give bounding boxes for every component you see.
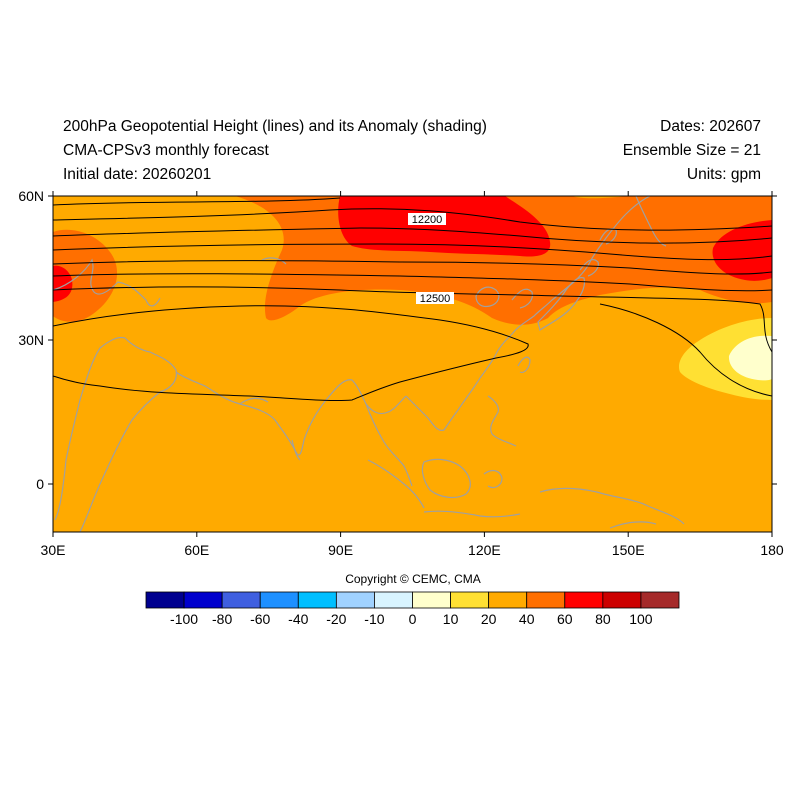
copyright-notice: Copyright © CEMC, CMA: [345, 572, 481, 586]
anomaly-band-10-20: [678, 318, 772, 400]
coastline-path: [367, 459, 425, 509]
colorbar-swatch: [183, 591, 223, 609]
contour-line: [53, 273, 772, 292]
coastline-path: [239, 397, 269, 405]
coastline-path: [539, 487, 685, 525]
contour-label-12200: 12200: [412, 214, 443, 226]
initial-date: Initial date: 20260201: [63, 166, 212, 183]
contour-line: [53, 305, 529, 402]
colorbar-swatch: [221, 591, 261, 609]
colorbar-label: -80: [212, 611, 232, 627]
colorbar-label: -10: [364, 611, 384, 627]
anomaly-band-20-40: [572, 196, 630, 199]
colorbar-label: -40: [288, 611, 308, 627]
colorbar-swatch: [526, 591, 566, 609]
coastline-path: [599, 228, 617, 245]
ensemble-size: Ensemble Size = 21: [622, 142, 761, 159]
colorbar-label: -60: [250, 611, 270, 627]
coastline-path: [303, 379, 407, 441]
anomaly-band-60-80: [712, 220, 772, 281]
coastline-path: [261, 257, 287, 265]
anomaly-band-60-80: [338, 196, 551, 257]
contour-line: [53, 208, 772, 231]
coastline-path: [423, 510, 521, 518]
colorbar-label: -20: [326, 611, 346, 627]
lon-tick-label: 60E: [184, 542, 209, 558]
contour-label-12500: 12500: [420, 293, 451, 305]
lon-tick-label: 90E: [328, 542, 353, 558]
colorbar-swatch: [259, 591, 299, 609]
lat-tick-label: 0: [36, 476, 44, 492]
anomaly-band-60-80: [53, 265, 73, 302]
units-label: Units: gpm: [686, 166, 761, 183]
lon-tick-label: 30E: [41, 542, 66, 558]
coastline-path: [511, 288, 533, 309]
coastline-path: [579, 258, 599, 277]
coastline-path: [487, 395, 517, 447]
contour-label-box: [408, 213, 446, 225]
colorbar-label: 60: [557, 611, 573, 627]
coastline-path: [495, 196, 651, 355]
colorbar-swatch: [640, 591, 680, 609]
map-frame: [52, 195, 773, 533]
coastline-path: [405, 353, 497, 431]
colorbar-swatch: [450, 591, 490, 609]
anomaly-band-0-10: [728, 335, 772, 381]
colorbar-swatch: [564, 591, 604, 609]
contour-labels: 12200 12500: [408, 213, 454, 305]
lon-tick-label: 180: [760, 542, 784, 558]
contour-line: [53, 286, 772, 353]
lat-tick-label: 30N: [18, 332, 44, 348]
contour-line: [599, 303, 772, 397]
map-subtitle: CMA-CPSv3 monthly forecast: [63, 142, 269, 159]
colorbar-swatch: [374, 591, 413, 609]
colorbar-label: 40: [519, 611, 535, 627]
contour-line: [53, 227, 772, 244]
forecast-dates: Dates: 202607: [660, 118, 761, 135]
contour-line: [53, 197, 341, 206]
coastline-path: [421, 458, 471, 499]
longitude-axis: 30E 60E 90E 120E 150E 180: [41, 191, 784, 558]
map-title: 200hPa Geopotential Height (lines) and i…: [63, 118, 487, 135]
contour-label-box: [416, 292, 454, 304]
coastline-path: [175, 371, 305, 456]
contour-line: [53, 243, 772, 261]
colorbar-label: 100: [629, 611, 653, 627]
height-contours: [53, 197, 772, 402]
lon-tick-label: 120E: [468, 542, 501, 558]
colorbar-label: 20: [481, 611, 497, 627]
colorbar-swatch: [488, 591, 528, 609]
coastline-path: [517, 356, 531, 373]
anomaly-band-40-60: [53, 229, 118, 322]
contour-line: [53, 260, 772, 275]
colorbar: -100 -80 -60 -40 -20 -10 0 10 20 40 60 80 100: [145, 591, 680, 627]
lat-tick-label: 60N: [18, 188, 44, 204]
colorbar-swatch: [335, 591, 375, 609]
coastline-path: [291, 439, 301, 461]
colorbar-swatch: [297, 591, 337, 609]
coastline-path: [537, 277, 586, 331]
latitude-axis: 60N 30N 0: [18, 188, 777, 492]
colorbar-label: -100: [170, 611, 198, 627]
coastlines: [53, 196, 685, 532]
colorbar-swatch: [412, 591, 451, 609]
colorbar-label: 10: [443, 611, 459, 627]
coastline-path: [54, 336, 177, 532]
colorbar-label: 80: [595, 611, 611, 627]
coastline-path: [609, 521, 657, 529]
colorbar-swatch: [602, 591, 642, 609]
lon-tick-label: 150E: [612, 542, 645, 558]
coastline-path: [365, 403, 413, 487]
colorbar-label: 0: [409, 611, 417, 627]
anomaly-shading: [53, 196, 772, 532]
colorbar-swatch: [145, 591, 185, 609]
coastline-path: [483, 469, 503, 489]
coastline-path: [475, 286, 500, 308]
